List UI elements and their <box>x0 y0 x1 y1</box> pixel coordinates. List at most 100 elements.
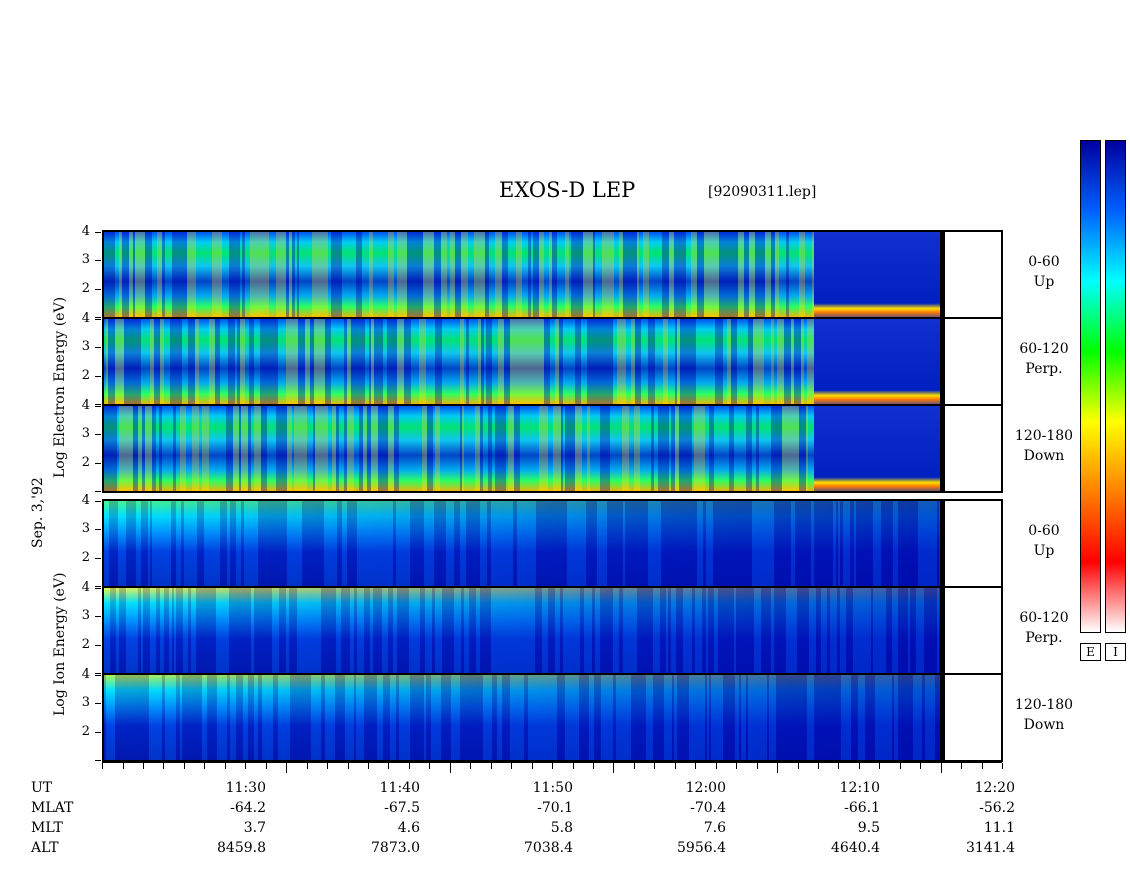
axis-row-value: 9.5 <box>857 820 880 836</box>
y-tick-mark <box>95 404 101 405</box>
spectrogram-texture <box>104 675 940 760</box>
y-tick-mark <box>95 675 101 676</box>
x-tick-mark <box>388 763 390 769</box>
y-tick-label: 2 <box>81 367 90 383</box>
y-tick-mark <box>95 319 101 320</box>
spectrogram-texture <box>104 588 940 673</box>
data-end-marker <box>940 675 945 760</box>
pitch-angle-label: 0-60 Up <box>1003 252 1085 292</box>
y-tick-label: 2 <box>81 549 90 565</box>
axis-row-value: 3141.4 <box>966 840 1015 856</box>
axis-row-value: -66.1 <box>844 800 880 816</box>
x-tick-mark <box>163 763 165 769</box>
x-tick-mark <box>654 763 656 769</box>
y-tick-label: 2 <box>81 723 90 739</box>
pitch-angle-label: 60-120 Perp. <box>1003 339 1085 379</box>
time-axis <box>102 761 1002 763</box>
y-tick-label: 4 <box>81 667 90 682</box>
spectrogram-panel <box>102 499 1003 588</box>
y-tick-label: 4 <box>81 580 90 595</box>
x-tick-mark <box>817 763 819 769</box>
x-tick-mark <box>490 763 492 769</box>
y-tick-mark <box>95 703 101 705</box>
spectrogram-panel <box>102 404 1003 493</box>
pitch-angle-label: 120-180 Down <box>1003 695 1085 735</box>
axis-row-value: 4640.4 <box>831 840 880 856</box>
x-tick-mark <box>961 763 963 769</box>
pitch-angle-label: 0-60 Up <box>1003 521 1085 561</box>
axis-row-value: 5.8 <box>550 820 573 836</box>
data-end-marker <box>940 232 945 317</box>
spectrogram-panel <box>102 230 1003 319</box>
x-tick-mark <box>327 763 328 769</box>
dark-region <box>814 319 940 404</box>
x-tick-mark <box>715 763 717 769</box>
x-tick-mark <box>408 763 410 769</box>
spectrogram-image <box>104 319 940 404</box>
y-tick-mark <box>95 260 101 262</box>
axis-row-label: MLT <box>31 820 63 836</box>
x-tick-mark <box>940 763 942 773</box>
date-label: Sep. 3,'92 <box>30 477 46 548</box>
x-tick-mark <box>592 763 594 769</box>
pitch-angle-line: 120-180 <box>1014 697 1074 713</box>
data-end-marker <box>940 319 945 404</box>
axis-row-value: 8459.8 <box>217 840 266 856</box>
spectrogram-texture <box>104 501 940 586</box>
chart-title: EXOS-D LEP <box>499 178 636 202</box>
axis-row-label: UT <box>31 780 53 796</box>
x-tick-mark <box>777 763 778 773</box>
x-tick-mark <box>183 763 185 769</box>
x-tick-mark <box>613 763 615 773</box>
pitch-angle-line: 60-120 <box>1019 341 1069 357</box>
y-tick-label: 4 <box>81 224 90 239</box>
axis-row-value: -67.5 <box>384 800 420 816</box>
spectrogram-image <box>104 588 940 673</box>
axis-row-value: -70.4 <box>690 800 726 816</box>
y-tick-mark <box>95 462 101 464</box>
y-tick-mark <box>95 434 101 436</box>
y-tick-mark <box>95 317 101 318</box>
axis-row-value: 7038.4 <box>524 840 573 856</box>
pitch-angle-line: 0-60 <box>1028 254 1060 270</box>
y-tick-mark <box>95 375 101 377</box>
axis-row-value: -70.1 <box>537 800 573 816</box>
x-tick-mark <box>633 763 635 769</box>
pitch-angle-line: Down <box>1023 717 1065 733</box>
x-tick-mark <box>449 763 451 773</box>
ion-colorbar <box>1105 140 1126 633</box>
y-tick-mark <box>95 644 101 646</box>
axis-row-value: 11:40 <box>379 780 420 796</box>
x-tick-mark <box>797 763 799 769</box>
x-tick-mark <box>245 763 247 769</box>
x-tick-mark <box>858 763 860 769</box>
axis-row-value: 12:00 <box>685 780 726 796</box>
x-tick-mark <box>1002 763 1003 769</box>
ion-colorbar-label: I <box>1105 643 1126 661</box>
x-tick-mark <box>736 763 738 769</box>
y-tick-label: 4 <box>81 493 90 508</box>
y-tick-mark <box>95 588 101 589</box>
pitch-angle-label: 120-180 Down <box>1003 426 1085 466</box>
y-tick-mark <box>95 529 101 531</box>
pitch-angle-line: Up <box>1033 543 1055 559</box>
x-tick-mark <box>756 763 758 769</box>
y-tick-label: 4 <box>81 311 90 326</box>
dark-region <box>814 232 940 317</box>
y-tick-label: 3 <box>81 521 90 537</box>
electron-colorbar <box>1080 140 1101 633</box>
spectrogram-texture <box>104 319 940 404</box>
x-tick-mark <box>204 763 206 769</box>
axis-row-value: 5956.4 <box>677 840 726 856</box>
y-tick-mark <box>95 557 101 559</box>
x-tick-mark <box>265 763 267 769</box>
x-tick-mark <box>981 763 983 769</box>
x-tick-mark <box>224 763 226 769</box>
x-tick-mark <box>122 763 124 769</box>
y-tick-mark <box>95 406 101 407</box>
spectrogram-panel <box>102 317 1003 406</box>
axis-row-label: ALT <box>31 840 59 856</box>
pitch-angle-line: 0-60 <box>1028 523 1060 539</box>
pitch-angle-label: 60-120 Perp. <box>1003 608 1085 648</box>
y-tick-mark <box>95 232 101 233</box>
